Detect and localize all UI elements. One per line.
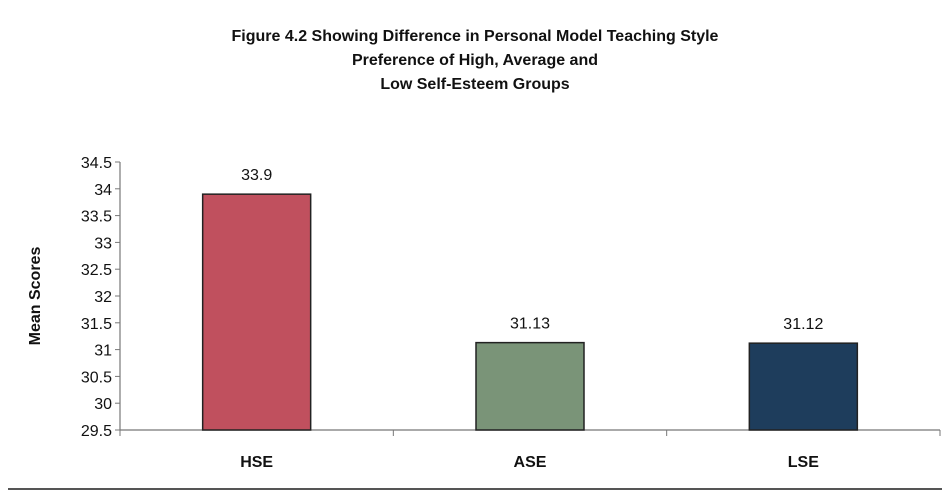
chart-title-line-1: Figure 4.2 Showing Difference in Persona… [231, 28, 719, 45]
y-tick-label: 32.5 [81, 262, 112, 279]
data-label-hse: 33.9 [241, 167, 272, 184]
y-tick-label: 31.5 [81, 316, 112, 333]
bar-lse [748, 342, 859, 431]
bar-ase [475, 341, 585, 431]
y-tick-label: 29.5 [81, 423, 112, 440]
x-tick-label-ase: ASE [514, 454, 547, 471]
y-tick-label: 34 [94, 182, 112, 199]
y-tick-label: 30.5 [81, 369, 112, 386]
y-tick-label: 30 [94, 396, 112, 413]
chart-title: Figure 4.2 Showing Difference in Persona… [0, 25, 950, 97]
bars: 33.9 HSE 31.13 ASE 31.12 LSE [201, 167, 859, 471]
y-tick-label: 32 [94, 289, 112, 306]
data-label-lse: 31.12 [783, 316, 823, 333]
x-tick-label-lse: LSE [788, 454, 819, 471]
x-axis [119, 429, 941, 436]
y-axis-title: Mean Scores [27, 247, 44, 346]
bottom-rule [8, 488, 942, 490]
y-tick-label: 33 [94, 235, 112, 252]
data-label-ase: 31.13 [510, 316, 550, 333]
chart-title-line-3: Low Self-Esteem Groups [380, 76, 570, 93]
y-tick-label: 34.5 [81, 155, 112, 172]
bar-hse [201, 193, 312, 431]
x-tick-label-hse: HSE [240, 454, 273, 471]
chart-title-line-2: Preference of High, Average and [352, 52, 598, 69]
y-axis: 29.5 30 30.5 31 31.5 32 32.5 33 33.5 34 34.5 [81, 155, 121, 440]
y-tick-label: 31 [94, 343, 112, 360]
y-tick-label: 33.5 [81, 209, 112, 226]
